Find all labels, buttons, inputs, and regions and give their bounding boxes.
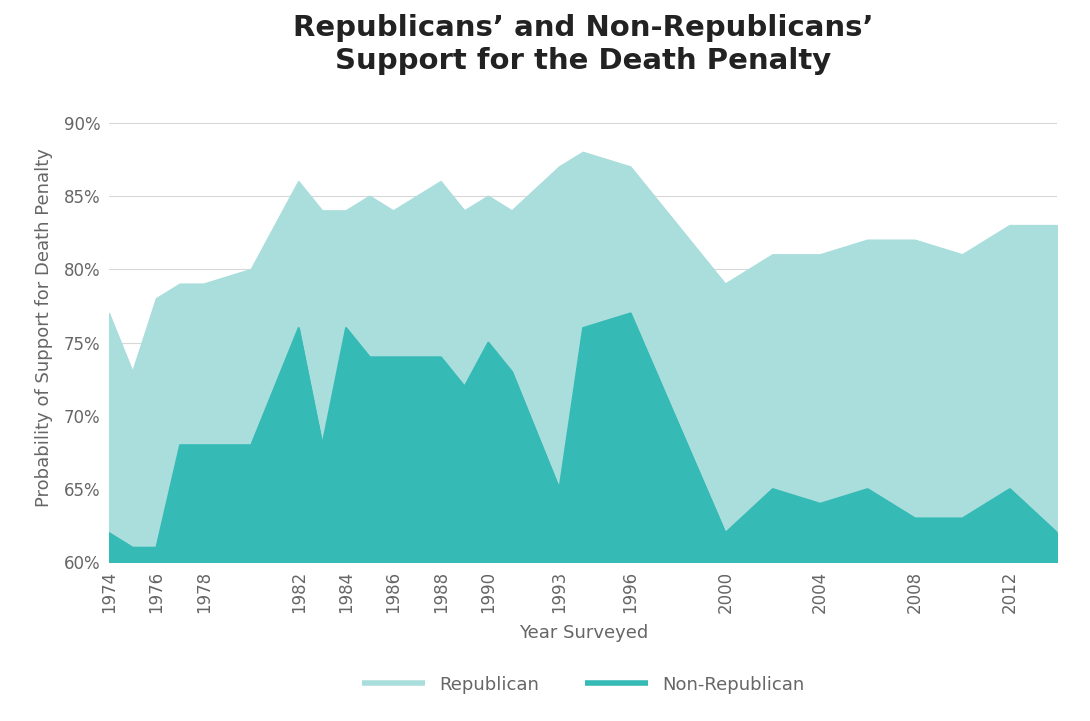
X-axis label: Year Surveyed: Year Surveyed	[519, 624, 647, 642]
Legend: Republican, Non-Republican: Republican, Non-Republican	[353, 666, 813, 703]
Y-axis label: Probability of Support for Death Penalty: Probability of Support for Death Penalty	[35, 149, 53, 508]
Title: Republicans’ and Non-Republicans’
Support for the Death Penalty: Republicans’ and Non-Republicans’ Suppor…	[293, 14, 873, 75]
